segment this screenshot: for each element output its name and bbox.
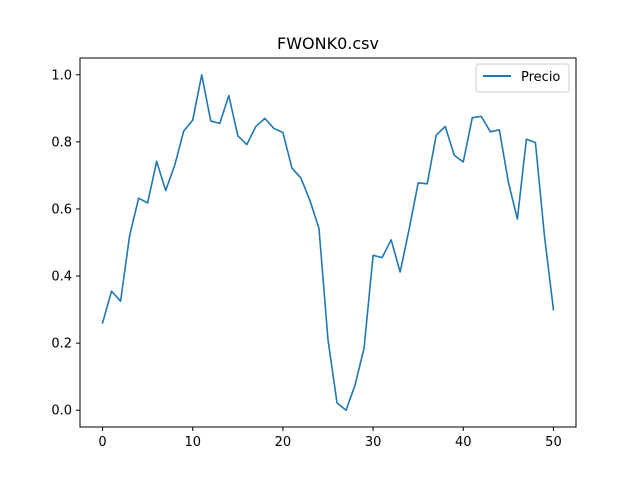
x-tick-label: 30 — [365, 435, 382, 450]
chart-title: FWONK0.csv — [277, 34, 379, 53]
y-tick-label: 0.4 — [51, 270, 72, 285]
x-tick-label: 40 — [455, 435, 472, 450]
y-tick-label: 0.8 — [51, 135, 72, 150]
y-tick-label: 1.0 — [51, 68, 72, 83]
legend-label-precio: Precio — [521, 70, 560, 85]
series-layer — [101, 73, 555, 412]
x-tick-label: 0 — [98, 435, 106, 450]
x-tick-label: 20 — [275, 435, 292, 450]
x-axis: 0 10 20 30 40 50 — [98, 427, 562, 450]
plot-frame — [79, 57, 577, 428]
y-tick-label: 0.0 — [51, 404, 72, 419]
y-tick-label: 0.2 — [51, 337, 72, 352]
x-tick-label: 50 — [545, 435, 562, 450]
y-tick-label: 0.6 — [51, 202, 72, 217]
x-tick-label: 10 — [184, 435, 201, 450]
legend-box — [475, 63, 570, 93]
legend: Precio — [475, 63, 570, 93]
series-line-precio — [101, 73, 555, 412]
y-axis: 0.0 0.2 0.4 0.6 0.8 1.0 — [51, 68, 80, 419]
